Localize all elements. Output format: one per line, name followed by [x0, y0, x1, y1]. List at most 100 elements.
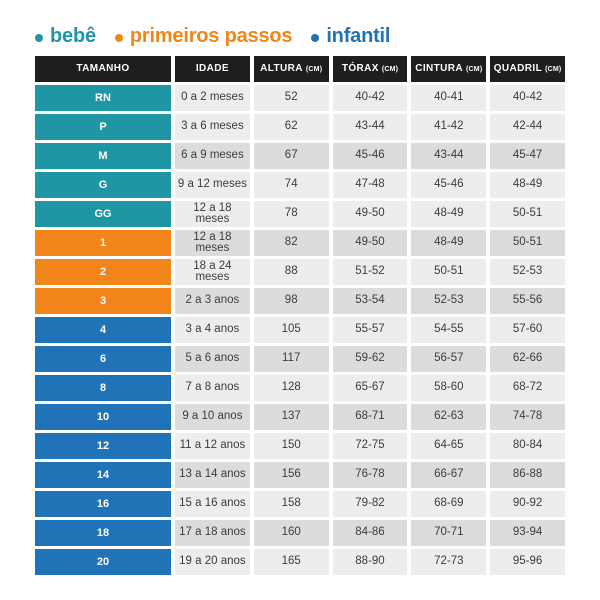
quadril-cell: 40-42 — [490, 85, 565, 111]
age-cell: 3 a 6 meses — [175, 114, 250, 140]
age-cell: 17 a 18 anos — [175, 520, 250, 546]
quadril-cell: 48-49 — [490, 172, 565, 198]
cintura-cell: 62-63 — [411, 404, 487, 430]
column-header-label: CINTURA — [415, 63, 463, 74]
torax-cell: 59-62 — [332, 346, 408, 372]
size-cell: 10 — [35, 404, 171, 430]
age-cell: 11 a 12 anos — [175, 433, 250, 459]
altura-cell: 156 — [253, 462, 329, 488]
bullet-icon — [311, 33, 320, 42]
cintura-cell: 48-49 — [411, 230, 487, 256]
column-header-unit: (CM) — [305, 65, 323, 73]
column-header-cintura: CINTURA (CM) — [411, 56, 487, 82]
quadril-cell: 55-56 — [490, 288, 565, 314]
legend-item-bebe: bebê — [35, 25, 96, 48]
age-cell: 0 a 2 meses — [175, 85, 250, 111]
age-cell: 12 a 18 meses — [175, 230, 250, 256]
quadril-cell: 52-53 — [490, 259, 565, 285]
cintura-cell: 68-69 — [411, 491, 487, 517]
cintura-cell: 64-65 — [411, 433, 487, 459]
bullet-icon — [35, 33, 43, 42]
column-header-unit: (CM) — [545, 65, 562, 73]
quadril-cell: 90-92 — [490, 491, 565, 517]
column-header-size: TAMANHO — [35, 56, 171, 82]
torax-cell: 53-54 — [332, 288, 408, 314]
torax-cell: 72-75 — [332, 433, 408, 459]
quadril-cell: 74-78 — [490, 404, 565, 430]
cintura-cell: 48-49 — [411, 201, 487, 227]
torax-cell: 76-78 — [332, 462, 408, 488]
size-cell: M — [35, 143, 171, 169]
cintura-cell: 41-42 — [411, 114, 487, 140]
quadril-cell: 86-88 — [490, 462, 565, 488]
cintura-cell: 40-41 — [411, 85, 487, 111]
cintura-cell: 43-44 — [411, 143, 487, 169]
torax-cell: 88-90 — [332, 549, 408, 575]
quadril-cell: 57-60 — [490, 317, 565, 343]
column-header-unit: (CM) — [466, 65, 483, 73]
size-cell: 18 — [35, 520, 171, 546]
age-cell: 12 a 18 meses — [175, 201, 250, 227]
torax-cell: 40-42 — [332, 85, 408, 111]
size-cell: 6 — [35, 346, 171, 372]
altura-cell: 62 — [253, 114, 329, 140]
altura-cell: 105 — [253, 317, 329, 343]
cintura-cell: 66-67 — [411, 462, 487, 488]
age-cell: 6 a 9 meses — [175, 143, 250, 169]
cintura-cell: 45-46 — [411, 172, 487, 198]
quadril-cell: 68-72 — [490, 375, 565, 401]
legend-label-bebe: bebê — [50, 25, 96, 47]
legend: bebê primeiros passos infantil — [35, 25, 390, 48]
column-header-label: QUADRIL — [493, 63, 543, 74]
column-header-label: TAMANHO — [76, 63, 130, 74]
cintura-cell: 52-53 — [411, 288, 487, 314]
quadril-cell: 95-96 — [490, 549, 565, 575]
size-cell: 12 — [35, 433, 171, 459]
age-cell: 7 a 8 anos — [175, 375, 250, 401]
cintura-cell: 50-51 — [411, 259, 487, 285]
column-header-label: ALTURA — [260, 63, 303, 74]
size-cell: 16 — [35, 491, 171, 517]
size-chart-table: TAMANHO IDADE ALTURA (CM) TÓRAX (CM) CINTURA (C… — [35, 56, 565, 575]
quadril-cell: 80-84 — [490, 433, 565, 459]
column-header-label: IDADE — [195, 63, 229, 74]
column-header-label: TÓRAX — [341, 63, 379, 74]
size-cell: 4 — [35, 317, 171, 343]
torax-cell: 47-48 — [332, 172, 408, 198]
torax-cell: 65-67 — [332, 375, 408, 401]
altura-cell: 150 — [253, 433, 329, 459]
size-cell: P — [35, 114, 171, 140]
torax-cell: 51-52 — [332, 259, 408, 285]
age-cell: 18 a 24 meses — [175, 259, 250, 285]
cintura-cell: 72-73 — [411, 549, 487, 575]
altura-cell: 82 — [253, 230, 329, 256]
cintura-cell: 58-60 — [411, 375, 487, 401]
torax-cell: 49-50 — [332, 230, 408, 256]
age-cell: 9 a 10 anos — [175, 404, 250, 430]
column-header-quadril: QUADRIL (CM) — [490, 56, 565, 82]
torax-cell: 43-44 — [332, 114, 408, 140]
age-cell: 2 a 3 anos — [175, 288, 250, 314]
legend-item-infantil: infantil — [311, 25, 390, 48]
torax-cell: 55-57 — [332, 317, 408, 343]
age-cell: 5 a 6 anos — [175, 346, 250, 372]
size-cell: 1 — [35, 230, 171, 256]
quadril-cell: 50-51 — [490, 201, 565, 227]
altura-cell: 88 — [253, 259, 329, 285]
altura-cell: 52 — [253, 85, 329, 111]
cintura-cell: 54-55 — [411, 317, 487, 343]
legend-label-infantil: infantil — [326, 25, 391, 47]
torax-cell: 49-50 — [332, 201, 408, 227]
legend-item-primeiros-passos: primeiros passos — [114, 25, 293, 48]
altura-cell: 128 — [253, 375, 329, 401]
torax-cell: 68-71 — [332, 404, 408, 430]
age-cell: 15 a 16 anos — [175, 491, 250, 517]
column-header-altura: ALTURA (CM) — [253, 56, 329, 82]
quadril-cell: 45-47 — [490, 143, 565, 169]
altura-cell: 165 — [253, 549, 329, 575]
size-cell: 2 — [35, 259, 171, 285]
column-header-unit: (CM) — [381, 65, 399, 73]
column-header-age: IDADE — [175, 56, 250, 82]
quadril-cell: 42-44 — [490, 114, 565, 140]
quadril-cell: 50-51 — [490, 230, 565, 256]
